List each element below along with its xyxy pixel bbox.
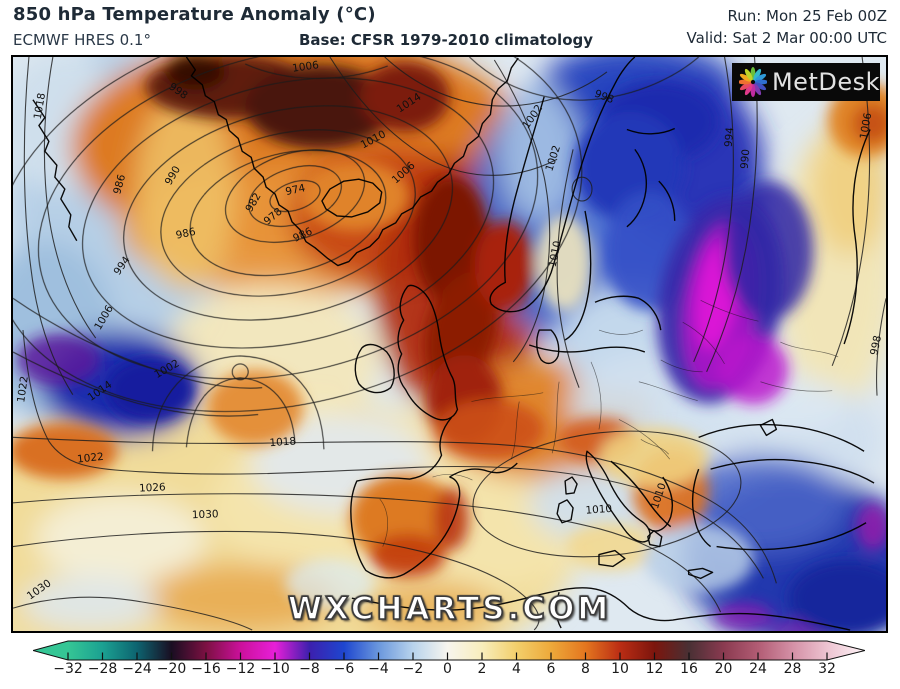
colorbar-tick-label: −12 <box>225 661 256 677</box>
colorbar-tick-label: −8 <box>299 661 320 677</box>
wxcharts-watermark: WXCHARTS.COM <box>287 590 612 628</box>
isobar-label: 1022 <box>77 451 105 466</box>
colorbar-tick-label: 16 <box>680 661 698 677</box>
weather-map: 1018 998 1006 990 986 1010 1014 1006 974 982 978 98… <box>11 55 888 633</box>
isobar-label: 1010 <box>585 503 612 517</box>
colorbar-tick-label: −4 <box>368 661 389 677</box>
colorbar-tick-label: −16 <box>191 661 221 677</box>
colorbar-tick-label: 12 <box>645 661 664 677</box>
colorbar-tick-label: 0 <box>443 661 452 677</box>
isobar-label: 1022 <box>15 375 31 403</box>
colorbar-tick-label: 10 <box>611 661 629 677</box>
isobar-label: 1018 <box>32 92 48 120</box>
colorbar-tick-label: 6 <box>546 661 556 677</box>
metdesk-logo: MetDesk <box>732 63 880 101</box>
isobar-label: 1010 <box>547 240 564 268</box>
colorbar-tick-label: 2 <box>477 661 487 677</box>
colorbar-tick-label: −6 <box>333 661 355 677</box>
colorbar-tick-label: 24 <box>749 661 767 677</box>
climatology-base-label: Base: CFSR 1979-2010 climatology <box>299 31 594 49</box>
isobar-label: 986 <box>175 226 197 242</box>
isobar-label: 994 <box>723 126 737 147</box>
colorbar-gradient <box>33 640 865 661</box>
metdesk-brand-text: MetDesk <box>771 68 880 96</box>
chart-header: 850 hPa Temperature Anomaly (°C) ECMWF H… <box>0 0 900 55</box>
coastlines <box>32 57 875 631</box>
colorbar-tick-label: −28 <box>87 661 118 677</box>
colorbar-tick-label: −10 <box>260 661 290 677</box>
colorbar-tick-label: −24 <box>122 661 152 677</box>
run-time-label: Run: Mon 25 Feb 00Z <box>727 7 887 25</box>
isobar-label: 998 <box>868 334 884 356</box>
colorbar-tick-label: 8 <box>581 661 590 677</box>
colorbar-tick-label: −2 <box>402 661 424 677</box>
valid-time-label: Valid: Sat 2 Mar 00:00 UTC <box>686 29 887 47</box>
colorbar-tick-label: 28 <box>783 661 802 677</box>
isobar-label: 986 <box>111 173 128 195</box>
isobar-label: 1006 <box>292 59 320 75</box>
colorbar-tick-label: −32 <box>53 661 83 677</box>
colorbar-tick-label: −20 <box>156 661 187 677</box>
colorbar-tick-label: 4 <box>512 661 521 677</box>
temperature-anomaly-map: 1018998100699098610101014100697498297898… <box>13 57 886 631</box>
isobar-label: 1006 <box>858 112 874 140</box>
colorbar <box>33 640 865 661</box>
isobar-contours <box>13 57 886 631</box>
isobar-label: 974 <box>284 182 306 198</box>
colorbar-labels: −32 −28 −24 −20 −16 −12 −10 −8 −6 −4 −2 0 2 4 6 8 10 12 16… <box>33 661 865 683</box>
isobar-label: 1030 <box>192 508 219 521</box>
model-label: ECMWF HRES 0.1° <box>13 31 151 49</box>
chart-title: 850 hPa Temperature Anomaly (°C) <box>13 4 376 25</box>
colorbar-tick-label: 20 <box>714 661 733 677</box>
country-borders <box>379 299 839 547</box>
isobar-label: 1026 <box>139 481 166 494</box>
isobar-label: 1018 <box>269 435 296 449</box>
isobar-label: 990 <box>739 149 753 170</box>
metdesk-pinwheel-icon <box>739 67 767 97</box>
colorbar-tick-label: 32 <box>818 661 836 677</box>
